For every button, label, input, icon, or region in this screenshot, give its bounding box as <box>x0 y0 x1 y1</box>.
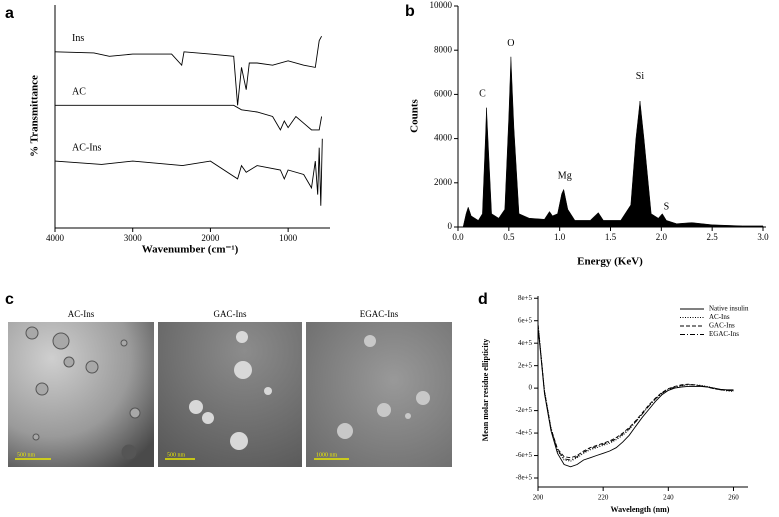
x-tick-label: 0.5 <box>503 232 515 242</box>
y-tick-label: 8e+5 <box>518 294 533 302</box>
line <box>537 325 734 459</box>
line <box>55 104 323 131</box>
y-axis-label: % Transmittance <box>29 75 41 157</box>
tem-image <box>306 322 452 467</box>
y-tick-label: -6e+5 <box>516 451 533 459</box>
x-tick-label: 1.0 <box>554 232 566 242</box>
line <box>54 138 323 206</box>
tem-image <box>158 322 302 467</box>
x-tick-label: 260 <box>728 494 739 502</box>
x-tick-label: 2.0 <box>656 232 668 242</box>
scale-bar-label: 500 nm <box>17 452 36 458</box>
annotation: O <box>507 38 514 49</box>
annotation: Si <box>636 71 645 82</box>
annotation: C <box>479 89 486 100</box>
legend-label: EGAC-Ins <box>709 330 739 338</box>
x-tick-label: 0.0 <box>452 232 464 242</box>
x-tick-label: 1.5 <box>605 232 617 242</box>
scale-bar-label: 1000 nm <box>316 452 338 458</box>
x-tick-label: 200 <box>533 494 544 502</box>
y-tick-label: 2000 <box>434 177 453 187</box>
x-tick-label: 2000 <box>201 233 220 243</box>
legend-label: AC-Ins <box>709 313 730 321</box>
scale-bar-label: 500 nm <box>167 452 186 458</box>
y-tick-label: -4e+5 <box>516 429 533 437</box>
y-tick-label: 8000 <box>434 44 453 54</box>
line <box>537 326 734 468</box>
y-tick-label: 6e+5 <box>518 316 533 324</box>
panel-label: a <box>5 5 14 22</box>
line <box>537 324 734 461</box>
x-axis-label: Wavelength (nm) <box>611 505 670 514</box>
annotation: Mg <box>558 170 572 181</box>
x-tick-label: 4000 <box>46 233 65 243</box>
x-tick-label: 220 <box>598 494 609 502</box>
y-axis-label: Counts <box>409 98 421 132</box>
y-axis-label: Mean molar residue ellipticity <box>481 339 490 442</box>
y-tick-label: 2e+5 <box>518 361 533 369</box>
x-tick-label: 3000 <box>124 233 143 243</box>
annotation: S <box>664 201 670 212</box>
image-title: AC-Ins <box>68 309 95 319</box>
legend-label: Native insulin <box>709 305 749 313</box>
y-tick-label: 6000 <box>434 88 453 98</box>
particles <box>337 335 430 439</box>
x-tick-label: 1000 <box>279 233 298 243</box>
line <box>54 35 322 106</box>
x-tick-label: 2.5 <box>707 232 719 242</box>
x-tick-label: 3.0 <box>757 232 769 242</box>
series-label: AC-Ins <box>72 142 102 153</box>
y-tick-label: -2e+5 <box>516 406 533 414</box>
image-title: GAC-Ins <box>214 309 247 319</box>
x-axis-label: Energy (KeV) <box>577 256 643 268</box>
y-tick-label: 4e+5 <box>518 339 533 347</box>
y-tick-label: 0 <box>448 221 453 231</box>
panel-label: c <box>5 291 14 308</box>
series-label: AC <box>72 87 86 98</box>
y-tick-label: 10000 <box>430 0 453 10</box>
image-title: EGAC-Ins <box>360 309 399 319</box>
panel-label: d <box>478 291 488 308</box>
tem-images: AC-Ins GAC-Ins EGAC-Ins 500 nm 500 nm 10… <box>8 309 452 467</box>
particles <box>25 326 141 460</box>
series-label: Ins <box>72 33 84 44</box>
particles <box>189 331 272 450</box>
y-tick-label: 4000 <box>434 133 453 143</box>
y-tick-label: 0 <box>529 384 533 392</box>
panel-label: b <box>405 3 415 20</box>
x-tick-label: 240 <box>663 494 674 502</box>
area <box>462 56 764 228</box>
tem-image <box>8 322 154 467</box>
x-axis-label: Wavenumber (cm⁻¹) <box>142 244 239 256</box>
y-tick-label: -8e+5 <box>516 474 533 482</box>
legend-label: GAC-Ins <box>709 322 735 330</box>
line <box>537 322 734 462</box>
